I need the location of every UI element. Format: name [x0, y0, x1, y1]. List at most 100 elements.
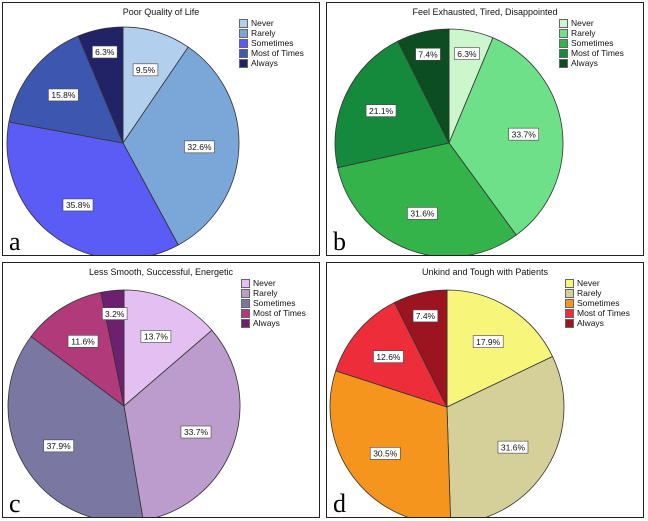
legend-item-most-of-times: Most of Times: [239, 48, 304, 58]
legend-swatch: [239, 58, 248, 68]
legend-swatch: [565, 308, 574, 318]
panel-d: 17.9% 31.6% 30.5% 12.6% 7.4% Unkind and Toug…: [326, 262, 644, 518]
legend-swatch: [565, 278, 574, 288]
legend-item-sometimes: Sometimes: [239, 38, 304, 48]
pie-slice-never: [123, 289, 213, 407]
pie-slice-sometimes: [329, 370, 451, 517]
legend-swatch: [559, 48, 568, 58]
panel-a: 9.5% 32.6% 35.8% 15.8% 6.3% Poor Quality of …: [2, 2, 320, 256]
legend-item-always: Always: [559, 58, 624, 68]
pie-slice-never: [446, 289, 554, 408]
pie-slice-most-of-times: [30, 291, 125, 407]
slice-label-text: 35.8%: [66, 200, 91, 210]
legend-item-most-of-times: Most of Times: [565, 308, 630, 318]
legend-d: Never Rarely Sometimes Most of Times Always: [565, 278, 630, 328]
legend-item-rarely: Rarely: [565, 288, 630, 298]
slice-label-text: 33.7%: [184, 427, 209, 437]
pie-slice-sometimes: [7, 335, 144, 517]
pie-slice-rarely: [122, 46, 240, 246]
legend-label: Sometimes: [571, 38, 614, 48]
legend-swatch: [239, 18, 248, 28]
slice-label: 35.8%: [62, 198, 94, 212]
slice-label-text: 32.6%: [187, 142, 212, 152]
panel-c: 13.7% 33.7% 37.9% 11.6% 3.2% Less Smooth, Su…: [2, 262, 320, 518]
slice-label: 6.3%: [92, 45, 118, 59]
slice-label: 21.1%: [365, 104, 397, 117]
slice-label: 30.5%: [369, 447, 401, 460]
legend-swatch: [241, 298, 250, 308]
slice-label-text: 30.5%: [373, 449, 398, 459]
legend-item-rarely: Rarely: [239, 28, 304, 38]
chart-title-a: Poor Quality of Life: [122, 7, 200, 17]
legend-swatch: [239, 48, 248, 58]
slice-label-text: 21.1%: [369, 106, 394, 116]
legend-label: Most of Times: [251, 48, 304, 58]
legend-label: Sometimes: [577, 298, 620, 308]
legend-swatch: [565, 298, 574, 308]
slice-label-text: 13.7%: [144, 332, 169, 342]
legend-item-always: Always: [241, 318, 306, 328]
legend-label: Sometimes: [251, 38, 294, 48]
slice-label-text: 3.2%: [105, 309, 125, 319]
legend-label: Most of Times: [253, 308, 306, 318]
slice-label: 9.5%: [132, 63, 159, 77]
legend-item-sometimes: Sometimes: [559, 38, 624, 48]
legend-item-never: Never: [239, 18, 304, 28]
legend-label: Never: [253, 278, 276, 288]
slice-label: 37.9%: [43, 439, 74, 453]
slice-label: 31.6%: [407, 207, 438, 220]
legend-item-most-of-times: Most of Times: [241, 308, 306, 318]
legend-swatch: [241, 318, 250, 328]
slice-label-text: 37.9%: [47, 441, 72, 451]
legend-swatch: [559, 18, 568, 28]
legend-label: Never: [571, 18, 594, 28]
slice-label-text: 15.8%: [51, 90, 76, 100]
slice-label: 32.6%: [184, 140, 215, 154]
slice-label-text: 6.3%: [457, 49, 477, 59]
legend-label: Always: [253, 318, 280, 328]
pie-slice-most-of-times: [334, 40, 450, 169]
slice-label-text: 31.6%: [410, 209, 435, 219]
legend-a: Never Rarely Sometimes Most of Times Always: [239, 18, 304, 68]
legend-item-sometimes: Sometimes: [241, 298, 306, 308]
slice-label: 13.7%: [140, 330, 172, 343]
legend-label: Never: [251, 18, 274, 28]
legend-label: Always: [251, 58, 278, 68]
panel-letter-d: d: [333, 489, 346, 518]
legend-item-never: Never: [559, 18, 624, 28]
chart-title-d: Unkind and Tough with Patients: [422, 267, 548, 277]
legend-swatch: [239, 38, 248, 48]
pie-slice-rarely: [446, 355, 565, 517]
pie-slice-rarely: [448, 37, 564, 236]
legend-swatch: [565, 288, 574, 298]
panel-b: 6.3% 33.7% 31.6% 21.1% 7.4% Feel Exhausted, …: [326, 2, 644, 256]
slice-label: 7.4%: [415, 47, 441, 61]
slice-label-text: 12.6%: [376, 352, 401, 362]
slice-label: 31.6%: [497, 440, 529, 454]
legend-item-sometimes: Sometimes: [565, 298, 630, 308]
slice-label-text: 33.7%: [512, 129, 537, 139]
legend-item-rarely: Rarely: [241, 288, 306, 298]
chart-title-c: Less Smooth, Successful, Energetic: [88, 267, 234, 277]
legend-swatch: [565, 318, 574, 328]
pie-slice-rarely: [123, 329, 241, 517]
legend-label: Rarely: [571, 28, 596, 38]
pie-slice-sometimes: [337, 142, 517, 255]
panel-letter-c: c: [9, 489, 21, 518]
legend-label: Most of Times: [571, 48, 624, 58]
slice-label-text: 7.4%: [416, 311, 436, 321]
legend-c: Never Rarely Sometimes Most of Times Always: [241, 278, 306, 328]
panel-letter-a: a: [9, 227, 21, 256]
legend-label: Always: [577, 318, 604, 328]
legend-swatch: [559, 38, 568, 48]
panel-letter-b: b: [333, 227, 346, 256]
legend-label: Rarely: [251, 28, 276, 38]
pie-chart-d: 17.9% 31.6% 30.5% 12.6% 7.4%: [329, 289, 565, 517]
legend-label: Never: [577, 278, 600, 288]
pie-chart-b: 6.3% 33.7% 31.6% 21.1% 7.4%: [334, 28, 564, 255]
legend-swatch: [241, 308, 250, 318]
slice-label-text: 11.6%: [71, 337, 95, 347]
slice-label: 6.3%: [454, 47, 480, 60]
chart-title-b: Feel Exhausted, Tired, Disappointed: [412, 7, 558, 17]
legend-item-always: Always: [239, 58, 304, 68]
